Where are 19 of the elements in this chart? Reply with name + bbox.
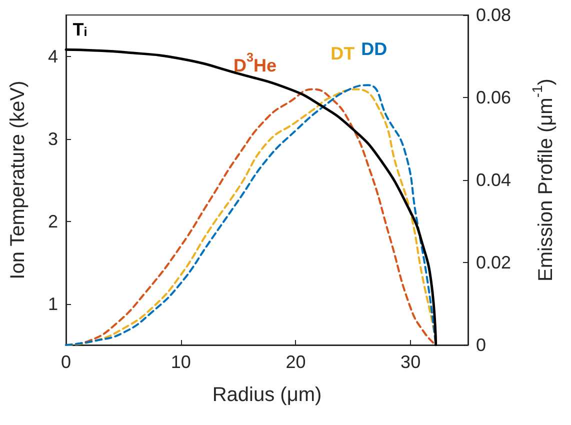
y2-axis-title: Emission Profile (μm-1)	[529, 78, 557, 282]
x-tick-label: 30	[400, 352, 421, 372]
y-tick-label: 4	[48, 46, 58, 66]
series-label: Ti	[72, 20, 88, 40]
series-label: DD	[361, 39, 388, 60]
y2-tick-label: 0.02	[476, 252, 512, 272]
x-tick-label: 10	[170, 352, 191, 372]
y2-tick-label: 0.06	[476, 88, 512, 108]
y2-tick-label: 0.08	[476, 5, 512, 25]
y-axis-title: Ion Temperature (keV)	[7, 80, 29, 280]
y-tick-label: 1	[48, 294, 58, 314]
x-tick-label: 20	[286, 352, 306, 372]
y2-tick-label: 0	[476, 335, 486, 355]
x-axis-title: Radius (μm)	[212, 384, 322, 406]
series-label: DT	[330, 43, 355, 64]
x-tick-label: 0	[60, 352, 72, 372]
y2-tick-label: 0.04	[476, 170, 512, 190]
y-tick-label: 2	[48, 211, 58, 232]
y-tick-label: 3	[48, 128, 58, 149]
